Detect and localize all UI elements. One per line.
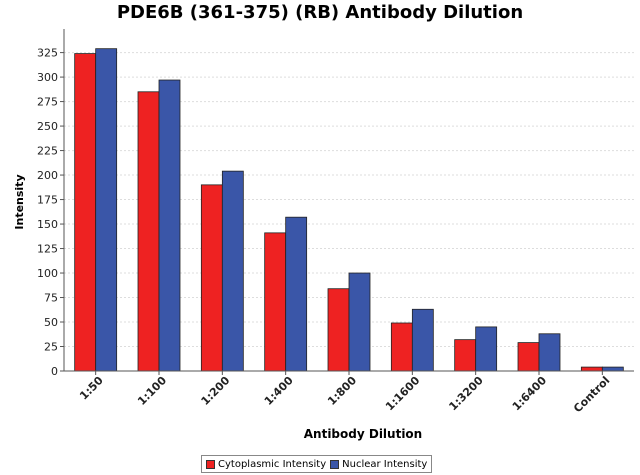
legend-label-nuclear: Nuclear Intensity — [342, 458, 428, 470]
bar — [475, 326, 498, 372]
y-tick-label: 275 — [37, 96, 58, 109]
y-tick-label: 125 — [37, 243, 58, 256]
bar — [137, 91, 160, 372]
bar — [411, 308, 434, 372]
bar — [74, 53, 97, 372]
y-tick-label: 200 — [37, 169, 58, 182]
bar — [454, 339, 477, 372]
legend-label-cytoplasmic: Cytoplasmic Intensity — [218, 458, 327, 470]
y-tick-label: 325 — [37, 47, 58, 60]
y-tick-label: 100 — [37, 267, 58, 280]
x-tick-label: 1:100 — [135, 374, 169, 408]
bar — [538, 333, 561, 372]
bar — [95, 48, 118, 372]
bar — [601, 366, 624, 372]
x-tick-label: 1:400 — [262, 374, 296, 408]
y-tick-label: 25 — [44, 341, 58, 354]
x-tick-label: 1:3200 — [446, 374, 486, 414]
bars — [74, 48, 624, 372]
bar — [580, 366, 603, 372]
y-tick-label: 250 — [37, 120, 58, 133]
x-axis-title: Antibody Dilution — [304, 427, 422, 441]
x-tick-label: 1:200 — [199, 374, 233, 408]
x-tick-label: 1:1600 — [383, 374, 423, 414]
legend-swatch-cytoplasmic — [206, 459, 215, 469]
legend-item-nuclear: Nuclear Intensity — [330, 459, 427, 470]
y-axis-title: Intensity — [13, 174, 26, 229]
legend-item-cytoplasmic: Cytoplasmic Intensity — [206, 459, 326, 470]
x-tick-label: 1:800 — [325, 374, 359, 408]
legend: Cytoplasmic Intensity Nuclear Intensity — [201, 455, 433, 473]
axes — [60, 29, 634, 375]
y-tick-label: 150 — [37, 218, 58, 231]
x-tick-label: 1:6400 — [510, 374, 550, 414]
bar — [158, 79, 181, 372]
bar — [517, 342, 540, 372]
y-tick-label: 300 — [37, 71, 58, 84]
bar — [264, 232, 287, 372]
bar — [285, 216, 308, 372]
x-tick-label: 1:50 — [77, 374, 106, 403]
y-tick-label: 50 — [44, 316, 58, 329]
chart-title: PDE6B (361-375) (RB) Antibody Dilution — [116, 2, 524, 23]
y-tick-label: 225 — [37, 145, 58, 158]
legend-swatch-nuclear — [330, 459, 340, 469]
bar — [390, 322, 413, 372]
y-tick-label: 0 — [51, 365, 58, 378]
x-tick-label: Control — [571, 374, 612, 415]
y-tick-label: 75 — [44, 292, 58, 305]
bar — [221, 170, 244, 372]
bar — [327, 288, 350, 372]
y-tick-label: 175 — [37, 194, 58, 207]
bar — [348, 272, 371, 372]
bar — [200, 184, 223, 372]
